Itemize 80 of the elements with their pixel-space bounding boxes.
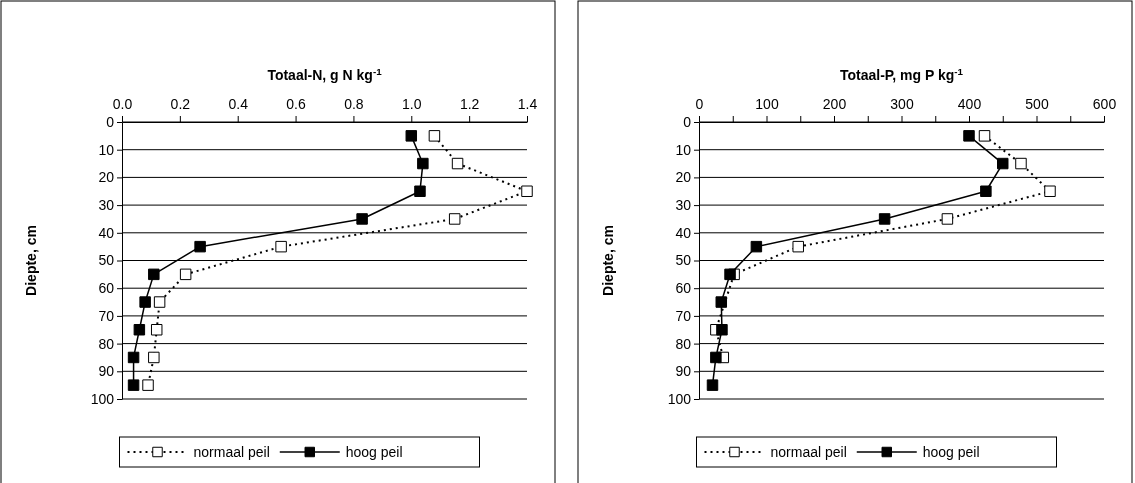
point [941, 213, 954, 225]
y-tick-label: 0 [683, 113, 692, 130]
legend-label: hoog peil [345, 444, 403, 460]
legend-label: hoog peil [922, 444, 980, 460]
x-tick-label: 1.2 [459, 95, 480, 112]
point [133, 324, 146, 336]
point [417, 157, 429, 170]
point [451, 157, 464, 170]
x-tick-label: 0.6 [286, 95, 307, 112]
point [963, 130, 975, 142]
point [997, 157, 1009, 170]
point [448, 213, 461, 225]
y-tick-label: 70 [675, 307, 692, 324]
x-tick-label: 100 [755, 95, 779, 112]
x-tick-label: 600 [1092, 95, 1117, 112]
point [179, 268, 192, 281]
point [127, 351, 140, 364]
x-axis-title: Totaal-N, g N kg$^{-1}$ [267, 65, 383, 83]
y-tick-label: 80 [675, 335, 692, 352]
y-tick-label: 50 [98, 252, 115, 269]
x-tick-label: 400 [957, 95, 982, 112]
y-tick-label: 60 [675, 280, 692, 297]
point [978, 130, 991, 142]
y-tick-label: 100 [90, 390, 115, 407]
point [716, 324, 728, 336]
point [750, 240, 763, 253]
x-tick-label: 0.8 [344, 95, 364, 112]
y-tick-label: 50 [675, 252, 692, 269]
y-tick-label: 20 [675, 169, 692, 186]
point [194, 240, 206, 253]
point [356, 213, 368, 225]
y-tick-label: 80 [98, 335, 115, 352]
y-tick-label: 40 [675, 224, 692, 241]
x-tick-label: 500 [1025, 95, 1049, 112]
point [521, 185, 533, 197]
y-tick-label: 20 [98, 169, 115, 186]
y-tick-label: 10 [98, 141, 115, 158]
x-tick-label: 0.2 [170, 95, 191, 112]
x-tick-label: 300 [890, 95, 914, 112]
point [127, 379, 140, 391]
x-axis-title: Totaal-P, mg P kg$^{-1}$ [839, 65, 964, 83]
point [710, 351, 722, 364]
legend-label: normaal peil [193, 444, 270, 460]
y-tick-label: 90 [98, 363, 115, 380]
y-tick-label: 40 [98, 224, 115, 241]
y-tick-label: 70 [98, 307, 115, 324]
legend-label: normaal peil [770, 444, 847, 460]
y-axis-title: Diepte, cm [600, 225, 616, 296]
x-tick-label: 1.4 [517, 95, 538, 112]
y-tick-label: 0 [106, 113, 115, 130]
y-tick-label: 30 [675, 197, 692, 214]
y-tick-label: 30 [98, 197, 115, 214]
point [980, 185, 992, 197]
x-tick-label: 1.0 [402, 95, 422, 112]
point [878, 213, 891, 225]
y-tick-label: 90 [675, 363, 692, 380]
y-tick-label: 10 [675, 141, 692, 158]
point [153, 296, 166, 308]
y-tick-label: 100 [667, 390, 692, 407]
point [715, 296, 728, 308]
x-tick-label: 0.4 [228, 95, 249, 112]
x-tick-label: 200 [822, 95, 847, 112]
point [148, 268, 160, 281]
point [150, 324, 163, 336]
y-axis-title: Diepte, cm [23, 225, 39, 296]
point [724, 268, 736, 281]
point [706, 379, 719, 391]
point [1015, 157, 1027, 170]
y-tick-label: 60 [98, 280, 115, 297]
point [148, 351, 160, 364]
x-tick-label: 0 [695, 95, 704, 112]
point [139, 296, 151, 308]
point [414, 185, 426, 197]
point [275, 240, 287, 253]
x-tick-label: 0.0 [112, 95, 133, 112]
point [142, 379, 154, 391]
point [405, 130, 418, 142]
point [428, 130, 441, 142]
point [1044, 185, 1056, 197]
point [792, 240, 804, 253]
